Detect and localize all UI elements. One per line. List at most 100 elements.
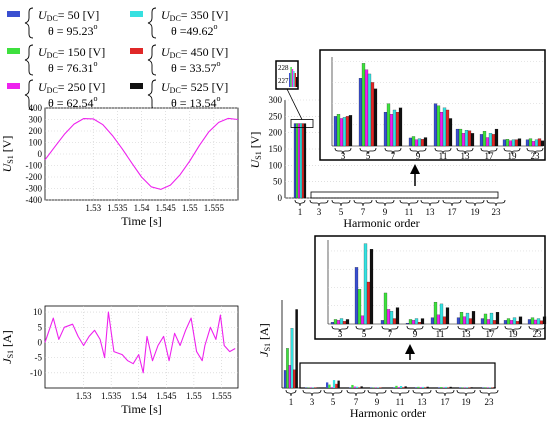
cspec-harmonic-bar-5-0 (393, 387, 396, 388)
cspec-zoom-bar-8-4 (539, 320, 544, 325)
cspec-zoom-bar-7-2 (509, 320, 514, 325)
vspec-zoom-bar-1-5 (373, 88, 378, 147)
voltage-waveform-ytick-label-7: 300 (29, 115, 43, 125)
vspec-zoom-brace-6 (480, 147, 498, 155)
vspec-brace-3 (353, 199, 373, 207)
vspec-fundamental-bar-3 (299, 123, 303, 199)
voltage-waveform-ytick-label-2: -200 (26, 172, 43, 182)
vspec-zoom-bar-6-1 (482, 131, 487, 147)
voltage-waveform-chart: 1.53 1.535 1.54 1.545 1.55 1.555 -400-300 -200-… (0, 103, 239, 228)
vspec-zoom-brace-1 (359, 147, 377, 155)
cspec-zoom-bar-6-1 (483, 313, 488, 325)
vspec-category-label-5: 11 (405, 207, 414, 217)
vspec-ylabel-main: U (248, 158, 262, 168)
cspec-harmonic-bar-8-5 (470, 387, 473, 388)
cspec-brace-3 (346, 389, 366, 397)
vspec-xlabel: Harmonic order (343, 216, 419, 230)
cspec-zoom-brace-6 (481, 325, 499, 333)
legend-u-value-1: = 350 [V] (181, 8, 228, 22)
legend-deg-4: o (94, 94, 98, 103)
legend-theta-value-5: = 13.54 (177, 96, 217, 110)
vspec-brace-1 (309, 199, 329, 207)
legend-u-value-4: = 250 [V] (58, 80, 105, 94)
cspec-zoom-category-label-0: 3 (338, 329, 343, 339)
legend-udc-5: UDC= 525 [V] (161, 80, 228, 95)
cspec-brace-0 (285, 389, 297, 397)
legend-brace-2 (24, 44, 34, 76)
cspec-zoom-bar-3-4 (417, 322, 422, 325)
voltage-waveform-xtick-label-5: 1.555 (204, 203, 225, 213)
vspec-inset-bar-3 (293, 71, 295, 87)
cspec-zoom-bar-6-3 (489, 312, 494, 325)
vspec-ytick-label-2: 100 (269, 160, 283, 170)
vspec-zoom-category-label-4: 11 (439, 151, 448, 161)
current-waveform-chart: 1.53 1.535 1.54 1.545 1.55 1.555 -10 -5 0 5 10 Time… (0, 305, 239, 416)
legend-swatch-1 (130, 11, 143, 17)
vspec-category-label-2: 5 (339, 207, 344, 217)
cspec-zoom-bar-5-3 (465, 312, 470, 325)
cspec-harmonic-bar-1-2 (309, 387, 312, 388)
cspec-zoom-bar-2-2 (386, 309, 391, 325)
cspec-zoom-bar-4-2 (436, 314, 441, 325)
cspec-zoom-bar-3-5 (420, 318, 425, 325)
cspec-harmonic-bar-8-0 (459, 387, 462, 388)
cspec-harmonic-bar-7-5 (449, 386, 452, 388)
legend-theta-1: θ =49.62o (171, 22, 218, 38)
vspec-zoom-bar-8-2 (531, 141, 536, 147)
cspec-zoom-brace-8 (528, 325, 546, 333)
legend-swatch-4 (7, 83, 20, 89)
legend-theta-value-2: = 76.31 (54, 61, 94, 75)
vspec-zoom-bar-6-3 (488, 133, 493, 147)
vspec-ytick-label-4: 200 (269, 128, 283, 138)
vspec-zoom-bar-0-5 (348, 115, 353, 147)
vspec-zoom-bar-7-0 (502, 139, 507, 147)
vspec-zoom-bar-4-2 (439, 111, 444, 147)
cspec-harmonic-bar-7-1 (440, 387, 443, 388)
vspec-zoom-bar-5-5 (470, 133, 475, 147)
cspec-zoom-bar-2-4 (392, 318, 397, 325)
vspec-zoom-category-label-0: 3 (341, 151, 346, 161)
cspec-zoom-category-label-5: 13 (462, 329, 472, 339)
cspec-zoom-brace-4 (431, 325, 449, 333)
vspec-brace-0 (294, 199, 306, 207)
vspec-brace-7 (442, 199, 462, 207)
cspec-harmonic-bar-4-3 (376, 387, 380, 388)
voltage-waveform-xtick-label-3: 1.545 (156, 203, 177, 213)
vspec-fundamental-bar-5 (303, 123, 307, 199)
vspec-zoom-bar-1-0 (358, 78, 363, 147)
cspec-harmonic-bar-1-4 (314, 387, 317, 388)
vspec-zoom-bar-5-2 (461, 133, 466, 147)
vspec-inset-bar-5 (296, 77, 298, 87)
legend-u-value-0: = 50 [V] (58, 8, 99, 22)
current-waveform-ylabel-main: J (0, 358, 14, 364)
vspec-fundamental-bar-1 (295, 123, 299, 199)
cspec-zoom-arrow-head (405, 344, 415, 354)
cspec-harmonic-bar-1-5 (316, 387, 319, 388)
cspec-category-label-1: 3 (310, 397, 315, 407)
cspec-zoom-bar-7-4 (515, 321, 520, 325)
cspec-harmonic-bar-4-4 (379, 387, 382, 388)
legend-theta-label-3: θ (171, 61, 177, 75)
vspec-zoom-bar-0-4 (345, 116, 350, 147)
vspec-zoom-bar-4-0 (433, 103, 438, 147)
legend-u-sub-1: DC (170, 14, 181, 23)
voltage-waveform-ylabel-unit: [V] (0, 136, 14, 156)
legend-u-label-5: U (161, 80, 171, 94)
cspec-zoom-bar-0-0 (330, 322, 335, 325)
cspec-harmonic-bar-2-0 (326, 382, 329, 388)
vspec-zoom-bar-1-3 (367, 73, 372, 147)
legend-theta-0: θ = 95.23o (48, 22, 98, 38)
cspec-harmonic-bar-4-0 (370, 387, 373, 388)
cspec-zoom-bar-5-4 (468, 318, 473, 325)
vspec-zoom-arrow-head (410, 164, 420, 174)
legend-theta-2: θ = 76.31o (48, 59, 98, 75)
legend-theta-value-1: =49.62 (177, 24, 214, 38)
cspec-zoom-bar-4-3 (439, 303, 444, 325)
cspec-zoom-bar-3-1 (408, 319, 413, 325)
voltage-waveform-xtick-label-0: 1.53 (85, 203, 101, 213)
current-waveform-series-line (44, 311, 236, 374)
vspec-zoom-bar-5-3 (464, 130, 469, 147)
cspec-zoom-bar-3-2 (411, 320, 416, 325)
cspec-harmonic-bar-3-0 (349, 387, 352, 388)
